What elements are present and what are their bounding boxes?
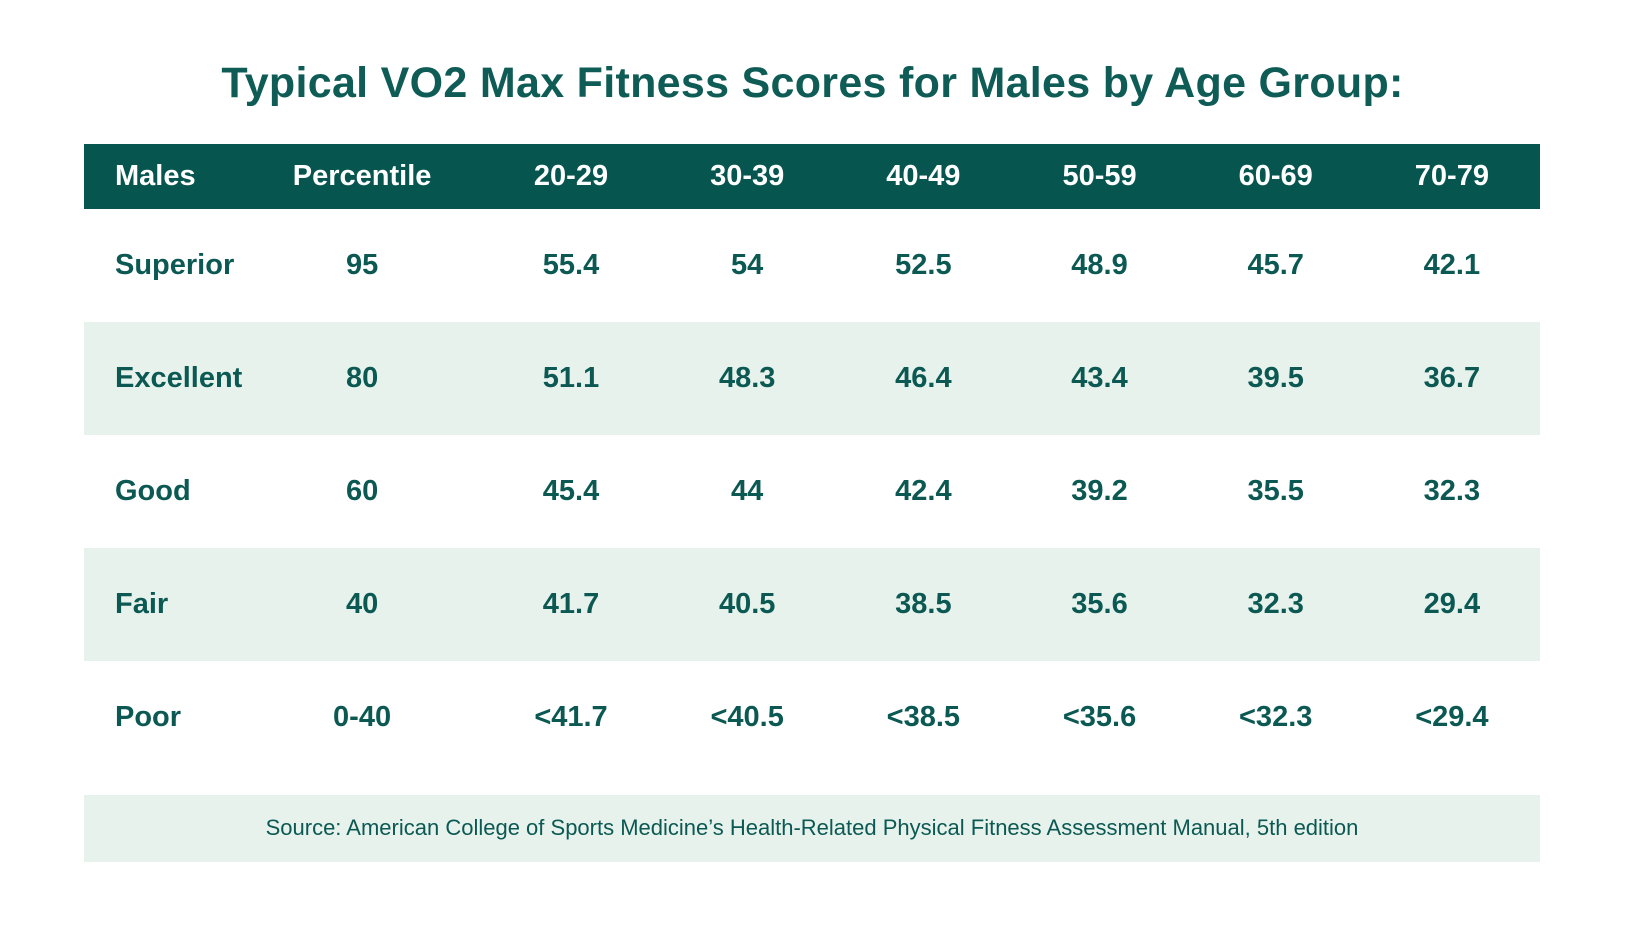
column-header-age-70-79: 70-79 xyxy=(1363,143,1540,209)
table-cell: <32.3 xyxy=(1187,660,1364,774)
table-cell: 45.7 xyxy=(1187,208,1364,322)
table-cell: <29.4 xyxy=(1363,660,1540,774)
table-row-excellent: Excellent 80 51.1 48.3 46.4 43.4 39.5 36… xyxy=(84,321,1540,435)
column-header-age-20-29: 20-29 xyxy=(482,143,660,209)
column-header-age-30-39: 30-39 xyxy=(659,143,836,209)
table-cell: 32.3 xyxy=(1363,434,1540,548)
table-cell: 42.4 xyxy=(835,434,1012,548)
table-row-good: Good 60 45.4 44 42.4 39.2 35.5 32.3 xyxy=(84,434,1540,548)
table-row-fair: Fair 40 41.7 40.5 38.5 35.6 32.3 29.4 xyxy=(84,547,1540,661)
table-cell: 39.5 xyxy=(1187,321,1364,435)
table-cell: 48.9 xyxy=(1011,208,1188,322)
table-cell: 38.5 xyxy=(835,547,1012,661)
row-label: Excellent xyxy=(84,321,242,435)
column-header-age-40-49: 40-49 xyxy=(835,143,1012,209)
table-cell: 40 xyxy=(241,547,483,661)
table-cell: 42.1 xyxy=(1363,208,1540,322)
table-cell: 80 xyxy=(241,321,483,435)
table-cell: 36.7 xyxy=(1363,321,1540,435)
table-cell: 52.5 xyxy=(835,208,1012,322)
table-cell: 32.3 xyxy=(1187,547,1364,661)
row-label: Poor xyxy=(84,660,242,774)
table-cell: 46.4 xyxy=(835,321,1012,435)
column-header-age-60-69: 60-69 xyxy=(1187,143,1364,209)
row-label: Superior xyxy=(84,208,242,322)
table-cell: 55.4 xyxy=(482,208,660,322)
table-cell: 41.7 xyxy=(482,547,660,661)
table-cell: 0-40 xyxy=(241,660,483,774)
table-cell: 54 xyxy=(659,208,836,322)
column-header-age-50-59: 50-59 xyxy=(1011,143,1188,209)
table-row-superior: Superior 95 55.4 54 52.5 48.9 45.7 42.1 xyxy=(84,208,1540,322)
column-header-percentile: Percentile xyxy=(241,143,483,209)
table-cell: 48.3 xyxy=(659,321,836,435)
table-cell: 35.5 xyxy=(1187,434,1364,548)
table-cell: 35.6 xyxy=(1011,547,1188,661)
table-row-poor: Poor 0-40 <41.7 <40.5 <38.5 <35.6 <32.3 … xyxy=(84,660,1540,774)
row-label: Good xyxy=(84,434,242,548)
table-cell: 60 xyxy=(241,434,483,548)
vo2max-table: Males Percentile 20-29 30-39 40-49 50-59… xyxy=(84,143,1540,774)
table-cell: <41.7 xyxy=(482,660,660,774)
table-cell: 39.2 xyxy=(1011,434,1188,548)
table-cell: <35.6 xyxy=(1011,660,1188,774)
table-cell: <38.5 xyxy=(835,660,1012,774)
table-cell: 45.4 xyxy=(482,434,660,548)
table-cell: 44 xyxy=(659,434,836,548)
table-cell: 43.4 xyxy=(1011,321,1188,435)
page-title: Typical VO2 Max Fitness Scores for Males… xyxy=(221,59,1404,107)
column-header-males: Males xyxy=(84,143,242,209)
source-note: Source: American College of Sports Medic… xyxy=(84,794,1540,862)
table-cell: 29.4 xyxy=(1363,547,1540,661)
table-cell: 40.5 xyxy=(659,547,836,661)
table-cell: 95 xyxy=(241,208,483,322)
table-header-row: Males Percentile 20-29 30-39 40-49 50-59… xyxy=(84,143,1540,209)
row-label: Fair xyxy=(84,547,242,661)
table-cell: 51.1 xyxy=(482,321,660,435)
table-cell: <40.5 xyxy=(659,660,836,774)
